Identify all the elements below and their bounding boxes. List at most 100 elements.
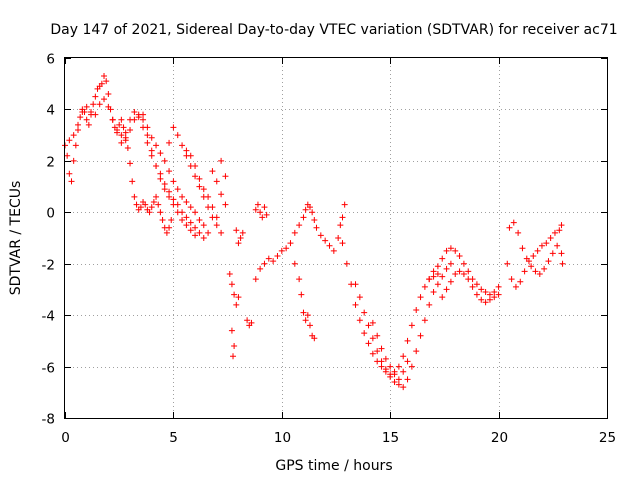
data-point bbox=[166, 168, 173, 175]
data-point bbox=[291, 229, 298, 236]
data-point bbox=[254, 201, 261, 208]
data-point bbox=[322, 237, 329, 244]
data-point bbox=[452, 271, 459, 277]
data-point bbox=[109, 116, 116, 123]
data-point bbox=[283, 245, 290, 252]
data-point bbox=[261, 260, 268, 267]
data-point bbox=[482, 289, 489, 295]
data-point bbox=[521, 268, 528, 275]
data-point bbox=[447, 278, 454, 285]
data-point bbox=[426, 301, 433, 308]
data-point bbox=[304, 312, 311, 319]
data-point bbox=[179, 217, 186, 223]
data-point bbox=[196, 175, 203, 182]
data-point bbox=[233, 301, 240, 308]
data-point bbox=[306, 204, 313, 211]
data-point bbox=[443, 286, 450, 293]
data-point bbox=[482, 299, 489, 306]
data-point bbox=[447, 260, 454, 267]
data-point bbox=[298, 291, 305, 298]
data-point bbox=[352, 281, 359, 288]
data-point bbox=[196, 229, 203, 236]
data-point bbox=[157, 209, 164, 216]
data-point bbox=[209, 204, 216, 211]
data-point bbox=[157, 170, 164, 177]
data-point bbox=[170, 178, 177, 185]
data-point bbox=[491, 289, 498, 295]
data-point bbox=[391, 379, 398, 385]
data-point bbox=[124, 145, 131, 151]
data-point bbox=[213, 178, 220, 185]
data-point bbox=[508, 276, 515, 283]
data-point bbox=[174, 132, 181, 139]
data-point bbox=[512, 283, 519, 290]
x-tick-label: 15 bbox=[382, 430, 399, 446]
data-point bbox=[88, 109, 95, 115]
data-point bbox=[408, 322, 415, 329]
data-point bbox=[200, 235, 207, 241]
data-point bbox=[248, 319, 255, 326]
data-point bbox=[183, 199, 190, 205]
data-point bbox=[239, 229, 246, 236]
data-point bbox=[83, 103, 90, 110]
data-point bbox=[486, 291, 493, 298]
data-point bbox=[105, 103, 112, 110]
data-point bbox=[66, 137, 73, 144]
data-point bbox=[519, 245, 526, 252]
data-point bbox=[356, 317, 363, 324]
data-point bbox=[309, 209, 316, 216]
data-point bbox=[252, 206, 259, 213]
data-point bbox=[365, 322, 372, 329]
data-point bbox=[150, 199, 157, 205]
data-point bbox=[361, 309, 368, 316]
data-point bbox=[486, 296, 493, 303]
data-point bbox=[261, 204, 268, 211]
data-point bbox=[515, 229, 522, 236]
data-point bbox=[252, 276, 259, 283]
data-point bbox=[395, 363, 402, 370]
data-point bbox=[148, 204, 155, 211]
data-point bbox=[456, 268, 463, 275]
data-point bbox=[378, 345, 385, 352]
data-point bbox=[382, 355, 389, 362]
data-point bbox=[374, 332, 381, 339]
data-point bbox=[352, 301, 359, 308]
data-point bbox=[192, 232, 199, 239]
data-point bbox=[118, 132, 125, 139]
data-point bbox=[233, 227, 240, 234]
data-point bbox=[127, 160, 134, 167]
data-point bbox=[161, 157, 168, 164]
y-axis-title: SDTVAR / TECUs bbox=[8, 181, 24, 296]
y-tick-label: 6 bbox=[46, 52, 55, 68]
data-point bbox=[504, 260, 511, 267]
data-point bbox=[79, 109, 86, 115]
data-point bbox=[510, 219, 517, 226]
data-point bbox=[556, 227, 563, 234]
data-point bbox=[287, 240, 294, 247]
data-point bbox=[148, 147, 155, 154]
y-tick-label: 2 bbox=[46, 155, 55, 171]
data-point bbox=[559, 260, 566, 267]
data-point bbox=[155, 201, 162, 208]
data-point bbox=[75, 127, 82, 133]
data-point bbox=[148, 152, 155, 159]
data-point bbox=[101, 96, 108, 103]
data-point bbox=[302, 206, 309, 213]
data-point bbox=[361, 330, 368, 337]
y-tick-label: 0 bbox=[46, 206, 55, 222]
data-point bbox=[330, 247, 337, 254]
data-point bbox=[311, 217, 318, 223]
data-point bbox=[465, 276, 472, 283]
data-point bbox=[387, 363, 394, 370]
data-point bbox=[421, 283, 428, 290]
data-point bbox=[547, 235, 554, 241]
data-point bbox=[543, 240, 550, 247]
data-point bbox=[296, 222, 303, 229]
data-point bbox=[341, 201, 348, 208]
data-point bbox=[179, 193, 186, 200]
data-point bbox=[452, 247, 459, 254]
data-point bbox=[259, 214, 266, 221]
data-point bbox=[465, 268, 472, 275]
data-point bbox=[400, 353, 407, 360]
data-point bbox=[140, 116, 147, 123]
